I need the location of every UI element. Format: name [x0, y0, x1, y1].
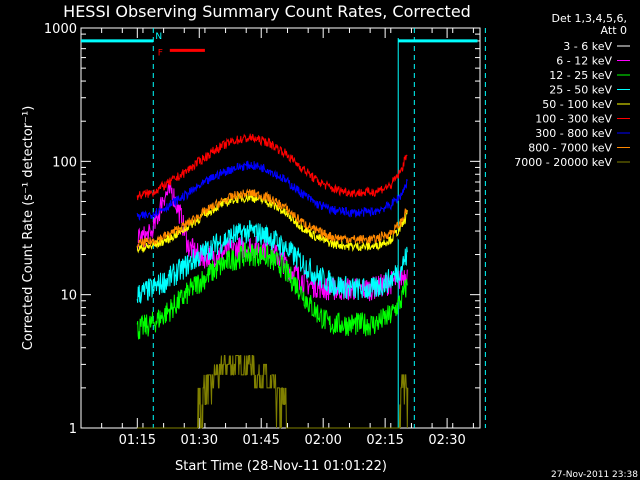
- legend-entry-label: 800 - 7000 keV: [528, 142, 612, 155]
- x-tick-label: 02:15: [366, 433, 403, 448]
- series-line: [137, 355, 409, 429]
- legend-entry-label: 7000 - 20000 keV: [514, 156, 612, 169]
- series-line: [136, 133, 408, 201]
- plot-area: 1 10 100 1000 01:15 01:30 01:45 02:00 02:15 02:30…: [44, 22, 486, 448]
- footer-timestamp: 27-Nov-2011 23:38: [551, 470, 638, 480]
- legend-header: Det 1,3,4,5,6,: [551, 12, 627, 25]
- flag-label-night: N: [155, 32, 162, 42]
- x-tick-label: 01:30: [181, 433, 218, 448]
- series-line: [136, 219, 408, 304]
- chart-title: HESSI Observing Summary Count Rates, Cor…: [63, 2, 471, 21]
- y-tick-label: 1: [69, 422, 77, 437]
- series-line: [136, 192, 408, 254]
- legend-entry-label: 6 - 12 keV: [556, 55, 612, 68]
- x-tick-label: 02:30: [428, 433, 465, 448]
- y-axis-label: Corrected Count Rate (s⁻¹ detector⁻¹): [21, 106, 36, 351]
- legend-entry-label: 12 - 25 keV: [549, 69, 612, 82]
- legend-entry-label: 3 - 6 keV: [563, 40, 612, 53]
- x-tick-label: 02:00: [304, 433, 341, 448]
- x-tick-label: 01:45: [242, 433, 279, 448]
- series-line: [136, 242, 408, 340]
- flag-label-flare: F: [158, 48, 163, 58]
- series-line: [136, 160, 408, 221]
- x-axis-label: Start Time (28-Nov-11 01:01:22): [175, 459, 387, 474]
- legend-header: Att 0: [601, 24, 627, 37]
- y-tick-label: 1000: [44, 22, 77, 37]
- legend-entry-label: 25 - 50 keV: [549, 84, 612, 97]
- series-line: [136, 188, 408, 248]
- legend-entry-label: 300 - 800 keV: [535, 127, 612, 140]
- y-tick-label: 10: [60, 289, 77, 304]
- legend-entry-label: 100 - 300 keV: [535, 113, 612, 126]
- x-tick-label: 01:15: [119, 433, 156, 448]
- legend-entry-label: 50 - 100 keV: [542, 98, 612, 111]
- y-tick-label: 100: [52, 155, 77, 170]
- legend: Det 1,3,4,5,6,Att 0 3 - 6 keV 6 - 12 keV12…: [514, 12, 630, 169]
